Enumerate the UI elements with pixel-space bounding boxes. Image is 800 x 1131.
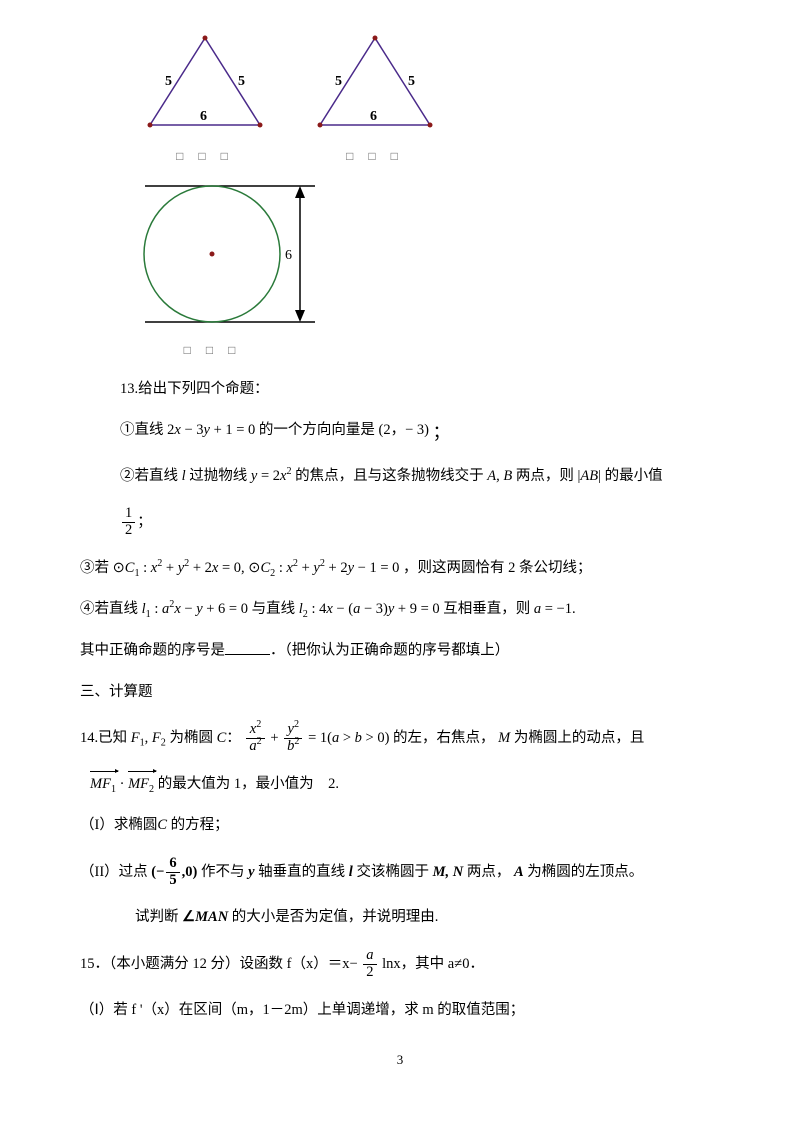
q14-part1: （I）求椭圆C 的方程； <box>80 814 720 837</box>
q13-item4: ④若直线 l1 : a2x − y + 6 = 0 与直线 l2 : 4x − … <box>80 598 720 621</box>
q13-i2-mid2: 的焦点，且与这条抛物线交于 <box>295 468 484 484</box>
q15-intro: 15．（本小题满分 12 分）设函数 f（x）＝x− a2 lnx，其中 a≠0… <box>80 948 720 981</box>
q13-item2: ②若直线 l 过抛物线 y = 2x2 的焦点，且与这条抛物线交于 A, B 两… <box>120 465 720 488</box>
q14-p2-end: 为椭圆的左顶点。 <box>527 863 643 879</box>
q15-part1: （Ⅰ）若 f '（x）在区间（m，1－2m）上单调递增，求 m 的取值范围； <box>80 999 720 1022</box>
q13-i2-mid3: 两点，则 <box>516 468 574 484</box>
q13-conc-post: ．（把你认为正确命题的序号都填上） <box>270 643 509 659</box>
tri1-caption: □ □ □ <box>130 149 280 164</box>
section3-title: 三、计算题 <box>80 681 720 704</box>
figures-container: 5 5 6 □ □ □ 5 5 6 □ □ □ <box>130 30 720 358</box>
q14-p2-m4: 两点， <box>467 863 511 879</box>
q13-i2-AB: A, B <box>487 468 512 484</box>
q14-end: 为椭圆上的动点，且 <box>514 730 645 746</box>
q13-i2-pre: ②若直线 <box>120 468 178 484</box>
q13-i4-mid2: 互相垂直，则 <box>443 601 530 617</box>
triangle-2-svg: 5 5 6 <box>300 30 450 140</box>
q14-p2-m3: 交该椭圆于 <box>356 863 429 879</box>
q14-l2: 的最大值为 1，最小值为 2. <box>158 776 339 792</box>
q14-line2: MF1 · MF2 的最大值为 1，最小值为 2. <box>90 773 720 796</box>
q13-i2-l: l <box>182 468 186 484</box>
tri1-left-label: 5 <box>165 74 172 89</box>
q14-p2b-pre: 试判断 <box>135 909 179 925</box>
circle-svg: 6 <box>130 174 350 334</box>
q13-i2-num: 1 <box>122 506 135 523</box>
circle-figure: 6 □ □ □ <box>130 174 720 358</box>
tri1-base-label: 6 <box>200 109 207 124</box>
q13-conc-pre: 其中正确命题的序号是 <box>80 643 225 659</box>
q13-i2-tail: ； <box>137 514 152 530</box>
q14-p1-post: 的方程； <box>167 817 229 833</box>
q14-post: 的左，右焦点， <box>393 730 495 746</box>
q13-item3: ③若 ⊙C1 : x2 + y2 + 2x = 0, ⊙C2 : x2 + y2… <box>80 557 720 580</box>
triangle-2: 5 5 6 □ □ □ <box>300 30 450 164</box>
q14-intro: 14.已知 F1, F2 为椭圆 C： x2a2 + y2b2 = 1(a > … <box>80 722 720 755</box>
q13-i1-mid: 的一个方向向量是 <box>259 422 375 438</box>
q13-i2-den: 2 <box>122 523 135 539</box>
q14-part2: （II）过点 (−65,0) 作不与 y 轴垂直的直线 l 交该椭圆于 M, N… <box>80 856 720 889</box>
q13-i1-end: ； <box>433 422 450 442</box>
q14-pre: 14.已知 <box>80 730 127 746</box>
q13-i1-vec: (2，− 3) <box>379 422 429 438</box>
triangle-1-svg: 5 5 6 <box>130 30 280 140</box>
q13-i3-end: ，则这两圆恰有 2 条公切线； <box>403 560 592 576</box>
circle-diameter-label: 6 <box>285 248 292 263</box>
tri2-caption: □ □ □ <box>300 149 450 164</box>
q14-p2-m1: 作不与 <box>201 863 245 879</box>
circle-caption: □ □ □ <box>130 343 295 358</box>
q13-i2-mid1: 过抛物线 <box>189 468 247 484</box>
q14-mid: 为椭圆 <box>169 730 213 746</box>
q13-i4-mid: 与直线 <box>252 601 296 617</box>
q13-intro: 13.给出下列四个命题： <box>120 378 720 401</box>
q14-p2-pre: （II）过点 <box>80 863 148 879</box>
q15-post: lnx，其中 a≠0． <box>382 955 484 971</box>
q13-conclusion: 其中正确命题的序号是 ．（把你认为正确命题的序号都填上） <box>80 639 720 663</box>
q14-p2-m2: 轴垂直的直线 <box>258 863 345 879</box>
page-number: 3 <box>80 1052 720 1068</box>
tri2-right-label: 5 <box>408 74 415 89</box>
q14-p2b-post: 的大小是否为定值，并说明理由. <box>232 909 439 925</box>
q14-part2b: 试判断 ∠MAN 的大小是否为定值，并说明理由. <box>135 906 720 929</box>
q13-item1: ①直线 2x − 3y + 1 = 0 的一个方向向量是 (2，− 3) ； <box>120 419 720 447</box>
tri2-left-label: 5 <box>335 74 342 89</box>
q13-item2b: 1 2 ； <box>120 506 720 539</box>
q13-i1-pre: ①直线 <box>120 422 164 438</box>
triangle-1: 5 5 6 □ □ □ <box>130 30 280 164</box>
tri2-base-label: 6 <box>370 109 377 124</box>
q14-p1-pre: （I）求椭圆 <box>80 817 157 833</box>
q15-pre: 15．（本小题满分 12 分）设函数 f（x）＝x− <box>80 955 358 971</box>
q13-i3-pre: ③若 <box>80 560 109 576</box>
q13-i2-end: 的最小值 <box>605 468 663 484</box>
tri1-right-label: 5 <box>238 74 245 89</box>
q13-i4-pre: ④若直线 <box>80 601 138 617</box>
fill-blank[interactable] <box>225 639 270 655</box>
